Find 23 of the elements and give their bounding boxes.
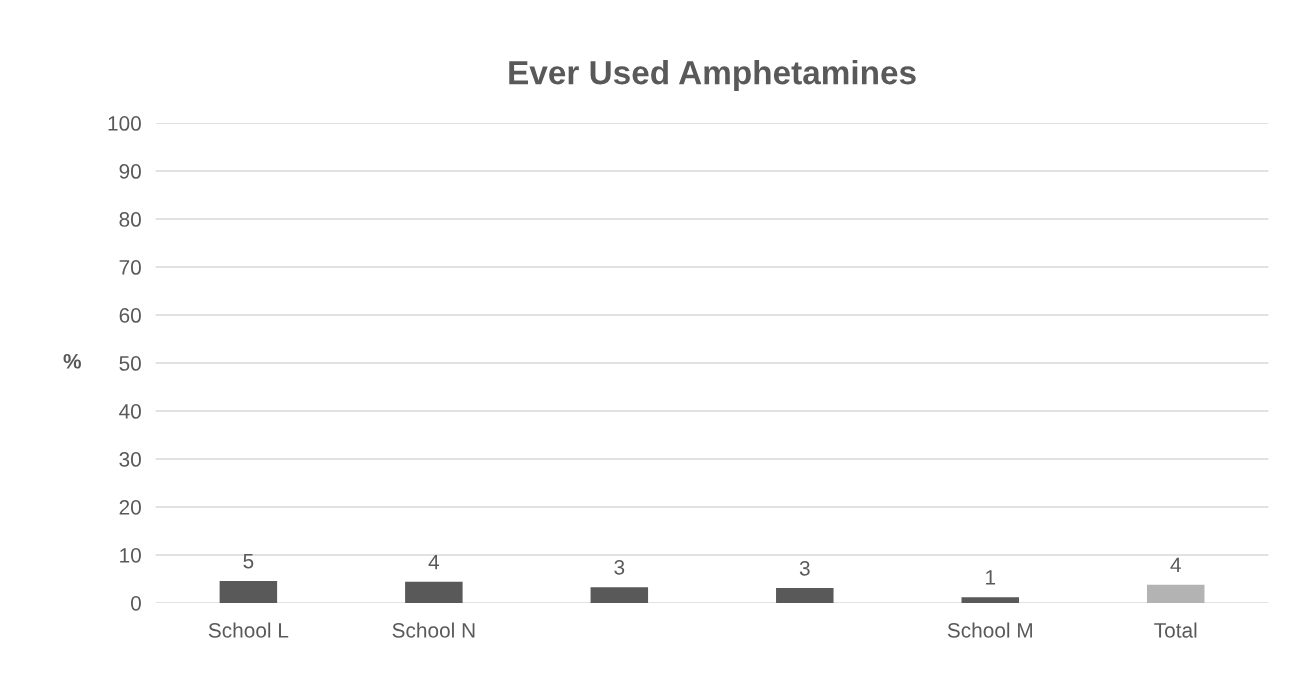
x-tick-label: Total xyxy=(1154,622,1197,638)
x-tick-label: School N xyxy=(392,622,475,638)
y-tick-label: 40 xyxy=(119,404,141,419)
y-tick-label: 100 xyxy=(108,116,141,131)
x-tick-label: School L xyxy=(208,622,289,638)
y-tick-label: 0 xyxy=(130,595,141,611)
y-tick-label: 90 xyxy=(119,164,141,179)
data-label: 3 xyxy=(614,559,625,575)
y-tick-label: 70 xyxy=(119,260,141,275)
data-label: 5 xyxy=(243,553,254,569)
y-axis-title: % xyxy=(63,353,81,369)
y-tick-label: 10 xyxy=(120,548,141,563)
data-label: 4 xyxy=(1170,557,1181,573)
y-tick-label: 30 xyxy=(119,452,141,467)
y-tick-label: 80 xyxy=(119,212,141,227)
y-tick-label: 50 xyxy=(119,356,141,371)
data-label: 4 xyxy=(428,554,440,570)
data-label: 3 xyxy=(799,560,810,576)
chart-title: Ever Used Amphetamines xyxy=(509,59,916,92)
y-tick-label: 60 xyxy=(119,308,141,323)
x-tick-label: School M xyxy=(947,622,1032,638)
data-label: 1 xyxy=(986,570,996,585)
y-tick-label: 20 xyxy=(119,500,141,515)
